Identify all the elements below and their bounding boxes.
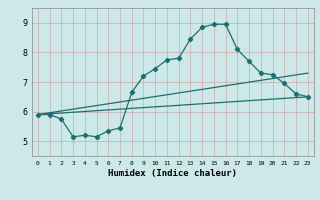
X-axis label: Humidex (Indice chaleur): Humidex (Indice chaleur) — [108, 169, 237, 178]
